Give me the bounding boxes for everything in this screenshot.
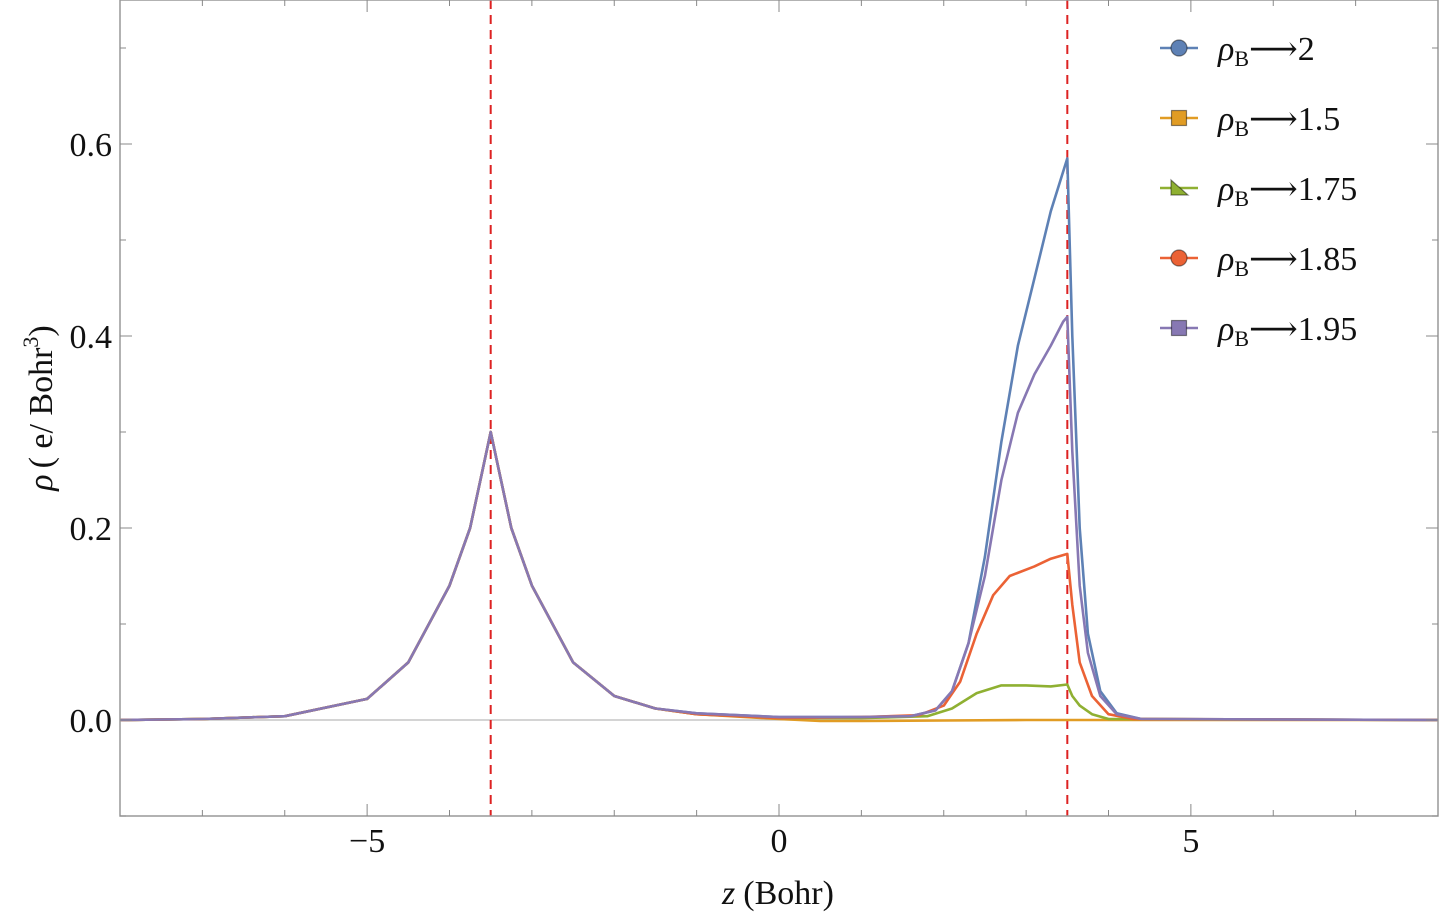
y-axis-title: ρ ( e/ Bohr3): [18, 325, 60, 492]
legend-marker-triangle: [1170, 178, 1190, 196]
legend-label-value: 2: [1298, 31, 1315, 68]
legend-label-subscript: B: [1234, 256, 1249, 281]
legend-label-symbol: ρ: [1217, 101, 1234, 138]
legend-label-value: 1.95: [1298, 311, 1358, 348]
legend-label-value: 1.5: [1298, 101, 1341, 138]
legend-label-arrow: ⟶: [1249, 31, 1298, 68]
x-axis-title: z (Bohr): [721, 875, 834, 912]
legend-item: ρB⟶1.75: [1160, 171, 1357, 211]
legend-label: ρB⟶2: [1217, 31, 1315, 71]
y-axis-unit-close: ): [23, 325, 60, 336]
legend-label-arrow: ⟶: [1249, 171, 1298, 208]
legend-label-subscript: B: [1234, 46, 1249, 71]
legend-label-value: 1.75: [1298, 171, 1358, 208]
legend-label-symbol: ρ: [1217, 311, 1234, 348]
legend-label-subscript: B: [1234, 186, 1249, 211]
legend-label: ρB⟶1.75: [1217, 171, 1357, 211]
y-axis-unit: ( e/ Bohr: [23, 347, 60, 469]
legend-label-arrow: ⟶: [1249, 101, 1298, 138]
legend-item: ρB⟶1.5: [1160, 101, 1340, 141]
legend-label: ρB⟶1.95: [1217, 311, 1357, 351]
legend-label-symbol: ρ: [1217, 241, 1234, 278]
x-tick-label: −5: [349, 823, 385, 860]
y-tick-label: 0.4: [70, 319, 113, 356]
legend-label-symbol: ρ: [1217, 31, 1234, 68]
legend-label-arrow: ⟶: [1249, 311, 1298, 348]
legend-label: ρB⟶1.85: [1217, 241, 1357, 281]
y-axis-symbol: ρ: [23, 474, 60, 491]
legend-marker-circle: [1170, 249, 1188, 267]
x-tick-label: 5: [1182, 823, 1199, 860]
y-tick-label: 0.2: [70, 511, 113, 548]
legend-marker-square: [1170, 319, 1188, 337]
legend-label-subscript: B: [1234, 116, 1249, 141]
x-tick-label: 0: [771, 823, 788, 860]
series-line-4: [119, 315, 1439, 722]
y-tick-label: 0.6: [70, 127, 113, 164]
legend-item: ρB⟶2: [1160, 31, 1315, 71]
legend-item: ρB⟶1.85: [1160, 241, 1357, 281]
legend-marker-circle: [1170, 39, 1188, 57]
legend-label-symbol: ρ: [1217, 171, 1234, 208]
y-tick-label: 0.0: [70, 703, 113, 740]
legend-marker-square: [1170, 109, 1188, 127]
x-axis-unit: (Bohr): [743, 875, 834, 912]
legend-label-subscript: B: [1234, 326, 1249, 351]
legend-item: ρB⟶1.95: [1160, 311, 1357, 351]
legend-label: ρB⟶1.5: [1217, 101, 1340, 141]
x-axis-symbol: z: [721, 875, 735, 912]
legend-label-value: 1.85: [1298, 241, 1358, 278]
y-axis-unit-sup: 3: [18, 337, 43, 348]
legend-label-arrow: ⟶: [1249, 241, 1298, 278]
